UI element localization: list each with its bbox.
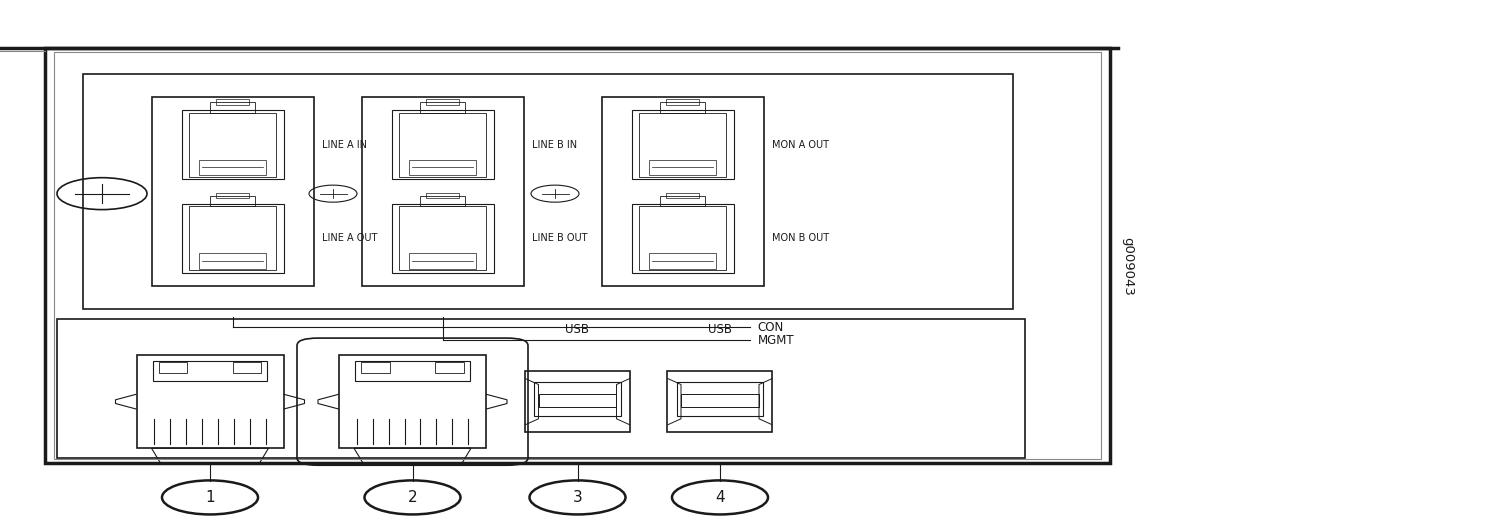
Text: 1: 1 (206, 490, 214, 505)
Bar (420, 196, 465, 206)
Bar (435, 362, 463, 373)
Text: USB: USB (566, 323, 590, 336)
Bar (200, 160, 266, 175)
Bar (534, 383, 621, 416)
Text: g009043: g009043 (1122, 237, 1134, 295)
Bar (362, 362, 390, 373)
Bar (632, 204, 734, 273)
Text: 2: 2 (408, 490, 417, 505)
Bar (54, 52, 1101, 459)
Bar (189, 206, 276, 270)
Bar (399, 206, 486, 270)
Bar (153, 361, 267, 381)
Text: LINE A IN: LINE A IN (322, 140, 368, 149)
Bar (639, 113, 726, 177)
Bar (182, 110, 284, 179)
Bar (666, 193, 699, 198)
Bar (525, 371, 630, 432)
Bar (668, 371, 772, 432)
Text: USB: USB (708, 323, 732, 336)
Text: LINE B IN: LINE B IN (532, 140, 578, 149)
Bar (362, 97, 524, 286)
Text: 3: 3 (573, 490, 582, 505)
Bar (639, 206, 726, 270)
Text: MON B OUT: MON B OUT (772, 234, 830, 243)
Text: LINE A OUT: LINE A OUT (322, 234, 378, 243)
Text: 4: 4 (716, 490, 724, 505)
Bar (216, 99, 249, 105)
Bar (392, 204, 494, 273)
Bar (136, 355, 284, 448)
Bar (650, 253, 716, 269)
Bar (399, 113, 486, 177)
Bar (182, 204, 284, 273)
Bar (159, 362, 188, 373)
Bar (200, 253, 266, 269)
Bar (632, 110, 734, 179)
Bar (339, 355, 486, 448)
Text: MON A OUT: MON A OUT (772, 140, 830, 149)
Bar (426, 99, 459, 105)
Bar (189, 113, 276, 177)
Bar (82, 74, 1012, 309)
Bar (232, 362, 261, 373)
Bar (210, 196, 255, 206)
Text: LINE B OUT: LINE B OUT (532, 234, 588, 243)
Bar (660, 102, 705, 113)
Text: CON: CON (758, 321, 783, 334)
Bar (426, 193, 459, 198)
Bar (216, 193, 249, 198)
Bar (410, 253, 476, 269)
Bar (660, 196, 705, 206)
Bar (356, 361, 470, 381)
Bar (538, 394, 616, 406)
Bar (676, 383, 764, 416)
Bar (392, 110, 494, 179)
Bar (210, 102, 255, 113)
Bar (650, 160, 716, 175)
Bar (57, 319, 1024, 458)
Bar (681, 394, 759, 406)
Bar (410, 160, 476, 175)
Text: MGMT: MGMT (758, 334, 794, 347)
Bar (666, 99, 699, 105)
Bar (602, 97, 764, 286)
Bar (45, 48, 1110, 463)
Bar (152, 97, 314, 286)
Bar (420, 102, 465, 113)
